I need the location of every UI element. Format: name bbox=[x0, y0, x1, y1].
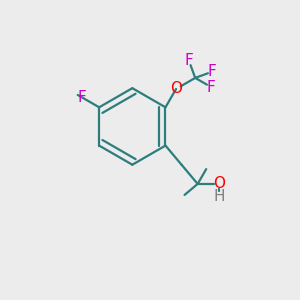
Text: F: F bbox=[184, 53, 193, 68]
Text: O: O bbox=[170, 81, 182, 96]
Text: O: O bbox=[213, 176, 225, 191]
Text: F: F bbox=[208, 64, 217, 79]
Text: F: F bbox=[77, 90, 86, 105]
Text: F: F bbox=[207, 80, 215, 94]
Text: H: H bbox=[213, 189, 225, 204]
